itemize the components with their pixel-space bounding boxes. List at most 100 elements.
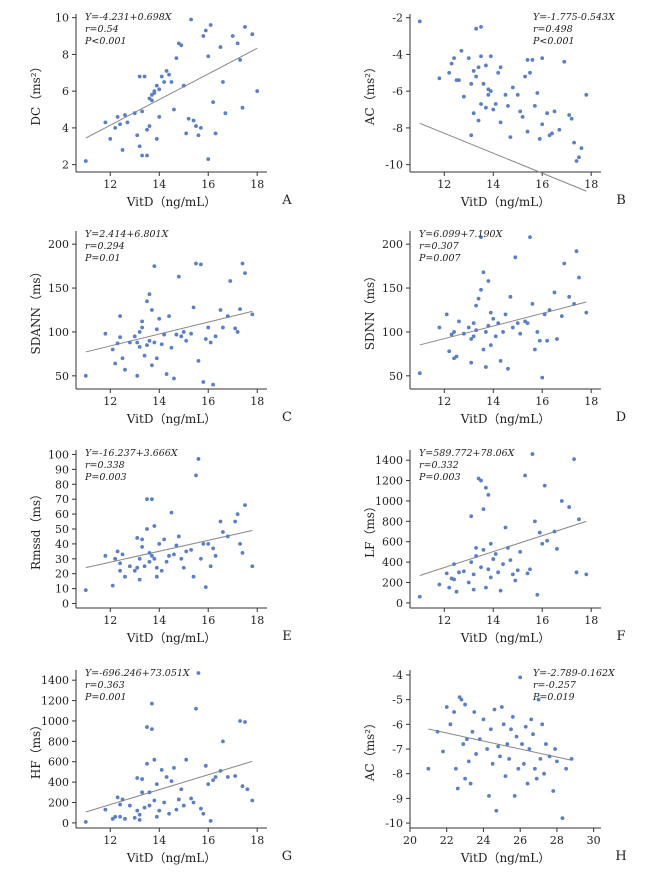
data-point (559, 499, 564, 503)
x-tick-label: 14 (486, 178, 500, 191)
data-point (498, 359, 503, 363)
data-point (469, 560, 474, 565)
data-point (474, 554, 479, 558)
x-tick-label: 12 (103, 178, 117, 191)
data-point (479, 54, 483, 59)
data-point (218, 308, 223, 312)
data-point (525, 129, 530, 134)
data-point (493, 334, 498, 339)
x-tick-label: 18 (584, 395, 598, 408)
data-point (179, 787, 184, 792)
data-point (140, 790, 145, 795)
data-point (577, 155, 581, 160)
data-point (123, 816, 127, 821)
panel-a: 12 14 16 18 2 4 6 8 10 VitD（ng/mL） DC（ms²） A Y=-4.23… (29, 12, 292, 209)
data-point (567, 113, 572, 117)
data-point (208, 818, 213, 823)
data-point (545, 111, 550, 116)
data-point (518, 331, 523, 336)
stat-line: P=0.001 (84, 692, 127, 703)
x-axis-label: VitD（ng/mL） (126, 412, 217, 426)
x-tick-label: 12 (437, 614, 451, 627)
data-point (461, 569, 466, 574)
data-point (191, 800, 196, 805)
stat-line: Y=-4.231+0.698X (85, 12, 173, 23)
data-point (503, 312, 508, 317)
data-point (479, 24, 483, 29)
data-point (103, 807, 108, 812)
data-point (211, 546, 216, 551)
data-point (213, 131, 218, 136)
data-point (484, 585, 488, 590)
data-point (486, 279, 491, 283)
data-point (196, 457, 201, 461)
data-point (154, 782, 159, 787)
y-axis-label: AC（ms²） (363, 61, 377, 126)
data-point (162, 800, 167, 805)
data-point (181, 330, 186, 334)
data-point (208, 564, 213, 569)
data-point (140, 777, 145, 781)
y-tick-label: 150 (48, 282, 69, 295)
x-tick-label: 12 (103, 834, 117, 847)
data-point (233, 326, 238, 331)
data-point (150, 553, 154, 558)
data-point (110, 347, 115, 352)
y-tick-label: 800 (48, 735, 69, 748)
data-point (120, 552, 125, 557)
stat-line: P<0.001 (84, 36, 127, 47)
data-point (569, 116, 574, 121)
data-point (584, 92, 589, 97)
x-tick-label: 14 (486, 614, 500, 627)
data-point (444, 571, 449, 576)
data-point (476, 118, 481, 123)
data-point (154, 814, 159, 819)
data-point (137, 330, 142, 334)
data-point (484, 485, 488, 490)
data-point (503, 525, 508, 530)
data-point (542, 483, 547, 488)
data-point (474, 545, 479, 550)
data-point (528, 235, 532, 240)
x-tick-label: 22 (440, 834, 454, 847)
x-tick-label: 26 (513, 834, 527, 847)
y-tick-label: 40 (55, 538, 69, 551)
data-point (169, 510, 174, 515)
data-point (452, 710, 456, 714)
data-point (196, 359, 201, 363)
panel-d: 12 14 16 18 50 100 150 200 VitD（ng/mL） SDNN（ms） D Y… (363, 229, 626, 426)
data-point (230, 34, 235, 38)
stat-line: P=0.007 (418, 253, 462, 264)
data-point (123, 367, 127, 372)
panel-letter: G (282, 849, 292, 864)
x-tick-label: 16 (535, 178, 549, 191)
data-point (179, 43, 184, 48)
data-point (488, 54, 493, 59)
data-point (174, 332, 179, 337)
data-point (447, 585, 452, 590)
data-point (169, 779, 174, 784)
data-point (513, 578, 518, 583)
data-point (140, 109, 145, 114)
data-point (528, 567, 532, 572)
data-point (476, 296, 481, 301)
data-point (466, 759, 471, 764)
data-point (203, 585, 208, 590)
data-point (471, 69, 476, 73)
data-point (145, 725, 149, 729)
x-tick-label: 14 (486, 395, 500, 408)
data-point (552, 109, 557, 114)
data-point (145, 527, 149, 531)
data-point (137, 556, 142, 561)
stat-line: P<0.001 (532, 36, 575, 47)
data-point (551, 789, 556, 793)
data-point (238, 307, 242, 312)
data-point (240, 105, 245, 110)
x-tick-label: 12 (103, 614, 117, 627)
data-point (201, 380, 206, 384)
data-point (437, 76, 442, 81)
data-point (520, 742, 524, 746)
y-axis-label: LF（ms） (363, 500, 377, 558)
data-point (181, 83, 186, 88)
data-point (152, 524, 157, 528)
